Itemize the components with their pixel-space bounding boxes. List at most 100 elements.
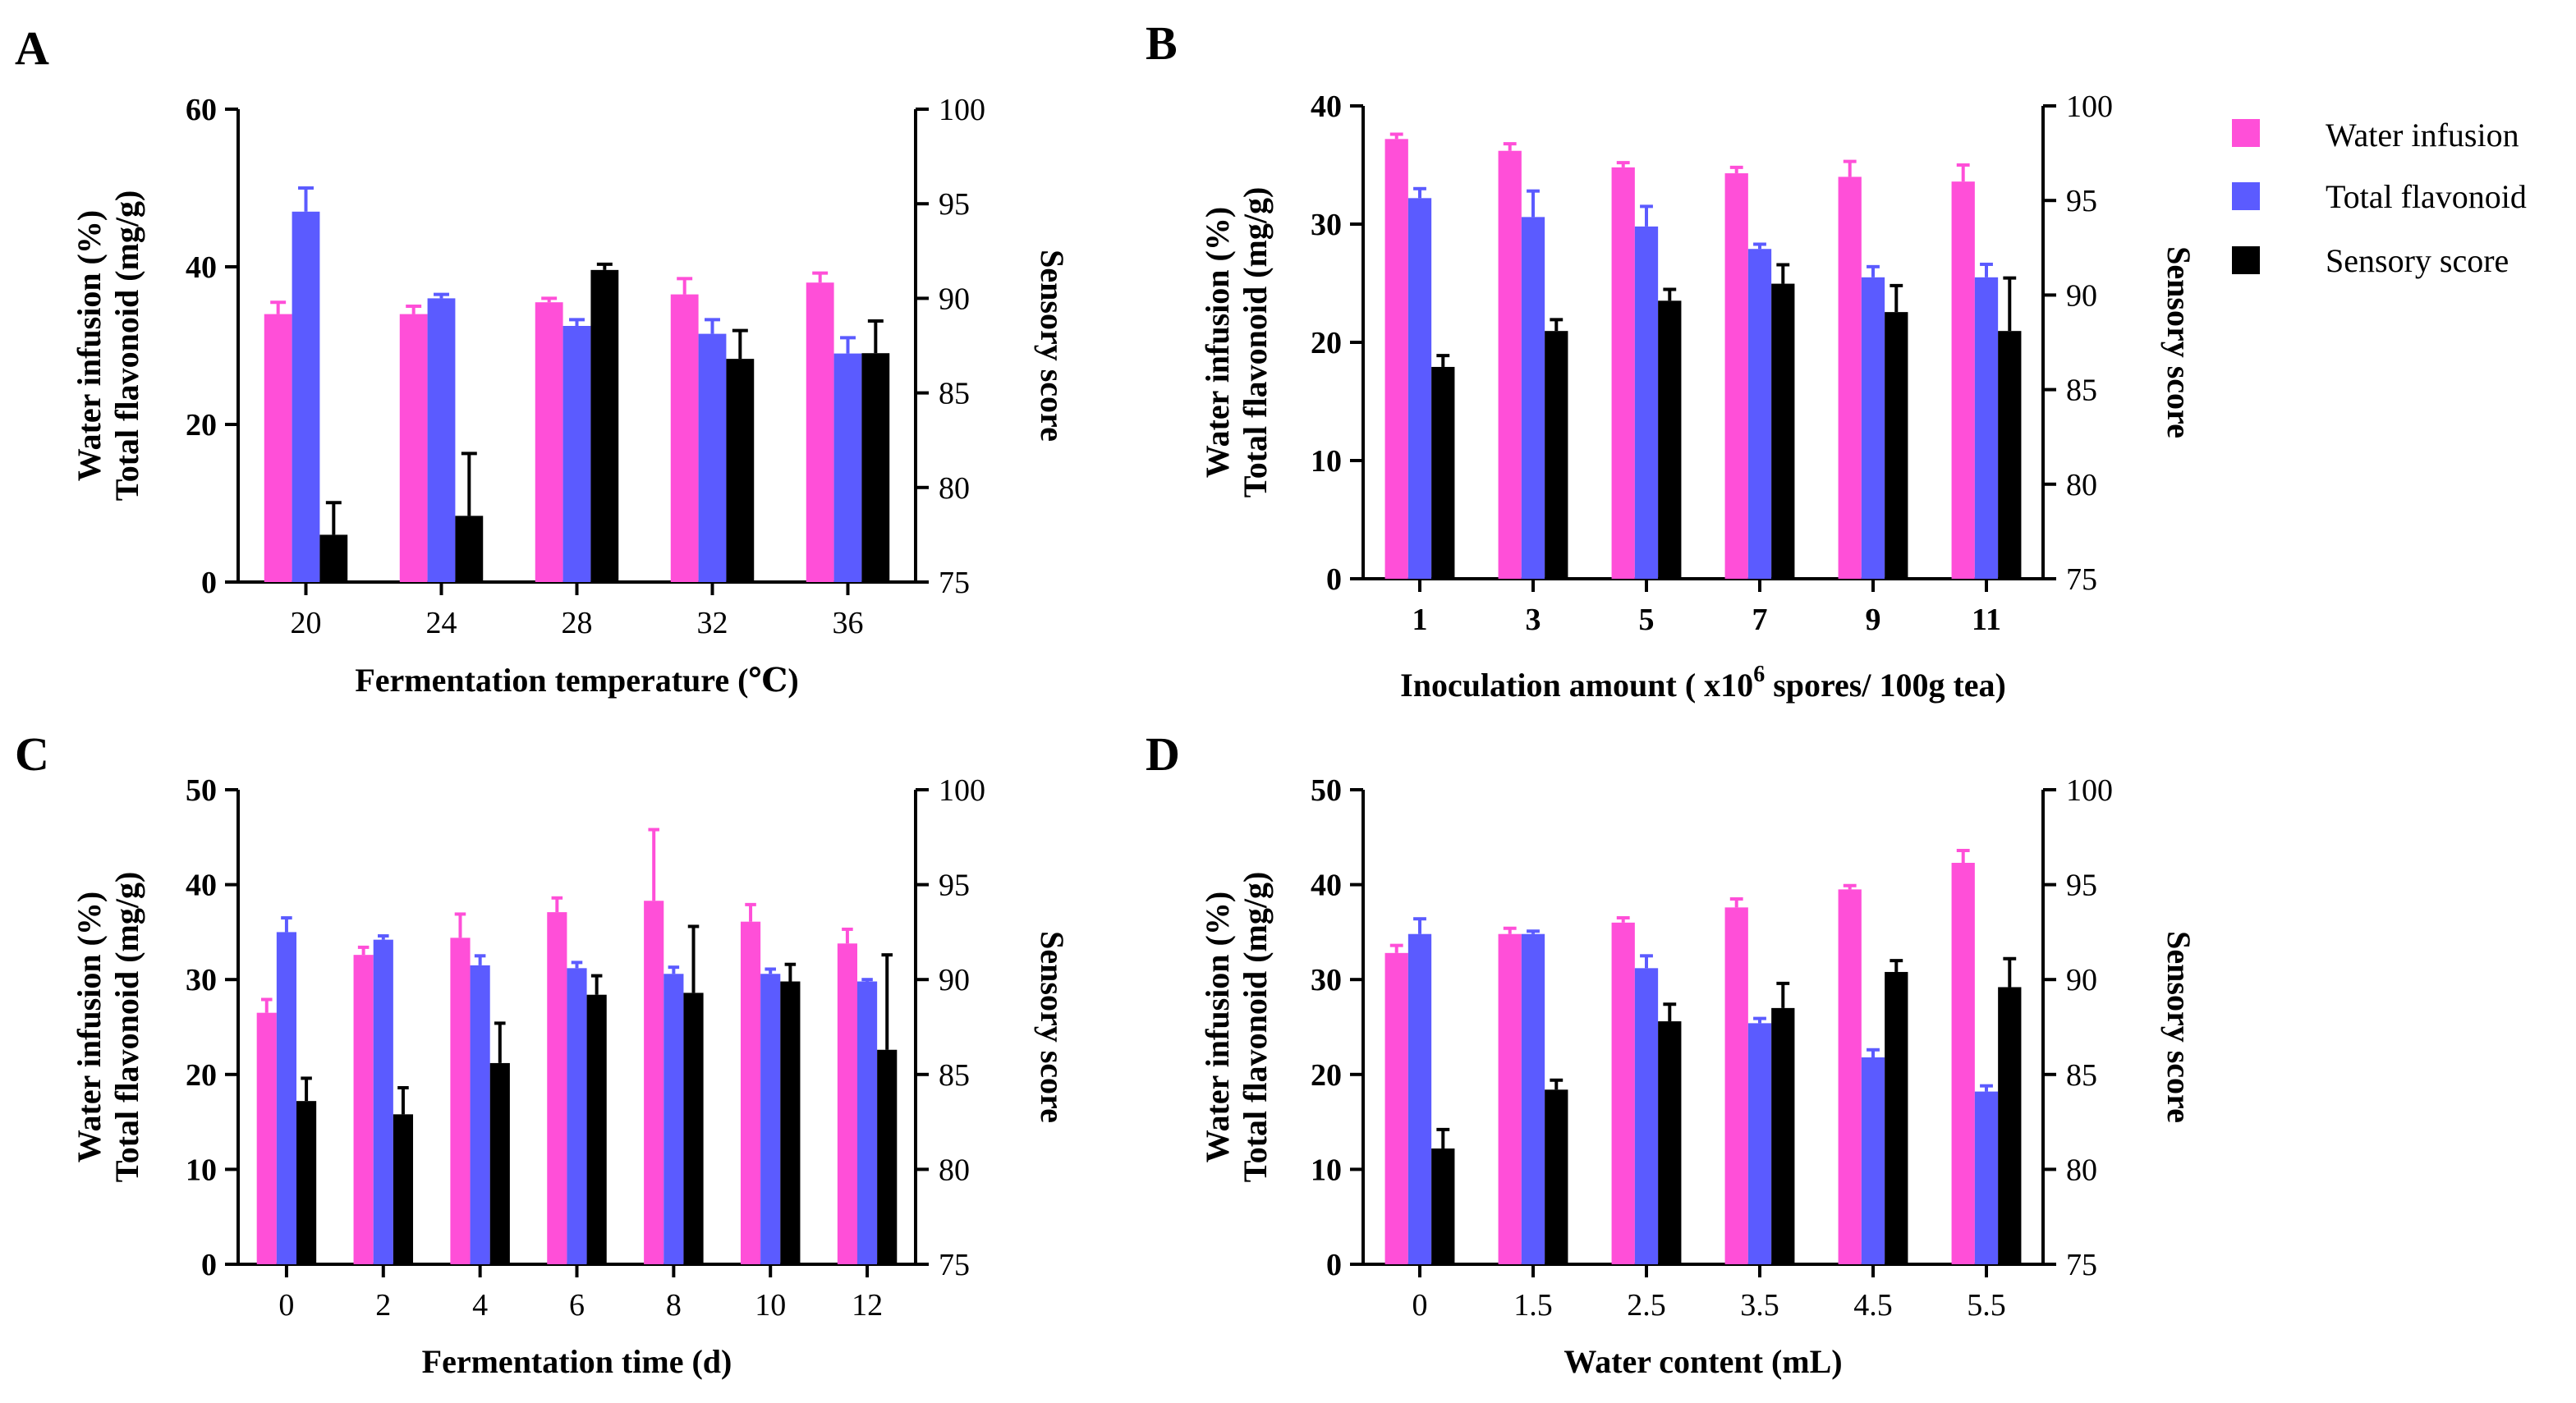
y-right-tick-label: 75 bbox=[2066, 1248, 2097, 1282]
y-left-tick-label: 20 bbox=[186, 408, 217, 442]
panel-label-C: C bbox=[15, 727, 49, 781]
bar-water-infusion bbox=[353, 955, 374, 1264]
y-right-tick-label: 85 bbox=[939, 1058, 970, 1093]
y-right-title: Sensory score bbox=[2160, 246, 2197, 438]
y-right-tick-label: 75 bbox=[939, 566, 970, 600]
y-left-tick-label: 30 bbox=[1311, 208, 1342, 242]
bar-water-infusion bbox=[1724, 907, 1748, 1264]
bar-sensory-score bbox=[586, 994, 607, 1264]
x-tick-label: 2 bbox=[375, 1288, 391, 1323]
bar-water-infusion bbox=[1384, 139, 1408, 579]
bar-total-flavonoid bbox=[1407, 933, 1432, 1264]
legend-label-sensory-score: Sensory score bbox=[2326, 242, 2509, 279]
y-right-title: Sensory score bbox=[1034, 931, 1071, 1123]
bar-sensory-score bbox=[726, 359, 755, 582]
x-tick-label: 32 bbox=[697, 606, 728, 640]
bar-sensory-score bbox=[1658, 300, 1682, 579]
y-right-tick-label: 75 bbox=[2066, 562, 2097, 597]
legend-swatch-total-flavonoid bbox=[2232, 182, 2260, 210]
y-right-tick-label: 85 bbox=[2066, 1058, 2097, 1093]
y-left-title-total-flavonoid: Total flavonoid (mg/g) bbox=[108, 872, 145, 1183]
x-tick-label: 6 bbox=[569, 1288, 585, 1323]
y-right-tick-label: 100 bbox=[939, 773, 985, 808]
bar-water-infusion bbox=[450, 938, 471, 1264]
x-tick-label: 5 bbox=[1639, 603, 1655, 637]
bar-water-infusion bbox=[644, 901, 664, 1264]
chart-panel-a: 0 20 40 60 75 80 85 90 95 100 20 24 28 32 36 Water infu… bbox=[71, 93, 1071, 699]
y-left-tick-label: 10 bbox=[1311, 444, 1342, 479]
y-right-tick-label: 100 bbox=[2066, 773, 2113, 808]
bar-sensory-score bbox=[1658, 1021, 1682, 1264]
bar-total-flavonoid bbox=[760, 974, 781, 1264]
bar-sensory-score bbox=[1771, 283, 1795, 579]
x-tick-label: 12 bbox=[852, 1288, 883, 1323]
x-tick-label: 9 bbox=[1866, 603, 1881, 637]
x-axis-title: Fermentation temperature (℃) bbox=[355, 662, 798, 699]
bar-total-flavonoid bbox=[664, 974, 684, 1264]
bar-sensory-score bbox=[590, 269, 619, 582]
y-right-tick-label: 90 bbox=[939, 282, 970, 316]
y-right-tick-label: 100 bbox=[939, 93, 985, 127]
y-left-tick-label: 40 bbox=[186, 869, 217, 903]
y-left-tick-label: 40 bbox=[186, 250, 217, 285]
x-tick-label: 2.5 bbox=[1627, 1288, 1666, 1323]
y-left-tick-label: 10 bbox=[1311, 1153, 1342, 1187]
y-left-tick-label: 60 bbox=[186, 93, 217, 127]
legend-swatch-sensory-score bbox=[2232, 246, 2260, 274]
bar-total-flavonoid bbox=[1634, 968, 1659, 1264]
x-tick-label: 1.5 bbox=[1513, 1288, 1553, 1323]
y-left-tick-label: 0 bbox=[201, 566, 217, 600]
y-right-tick-label: 100 bbox=[2066, 89, 2113, 124]
x-tick-label: 28 bbox=[562, 606, 593, 640]
y-left-tick-label: 0 bbox=[201, 1248, 217, 1282]
x-tick-label: 11 bbox=[1972, 603, 2001, 637]
bar-water-infusion bbox=[1498, 933, 1522, 1264]
chart-panel-c: 0 10 20 30 40 50 75 80 85 90 95 100 0 2 4 6 8 10 12 Water i… bbox=[71, 773, 1071, 1380]
bar-sensory-score bbox=[393, 1114, 414, 1264]
y-left-tick-label: 40 bbox=[1311, 89, 1342, 124]
x-axis-title-text-after: spores/ 100g tea) bbox=[1765, 667, 2006, 704]
bar-sensory-score bbox=[455, 516, 484, 582]
x-axis-title-text: Fermentation time (d) bbox=[422, 1343, 732, 1380]
y-left-tick-label: 20 bbox=[1311, 1058, 1342, 1093]
y-right-tick-label: 80 bbox=[2066, 468, 2097, 502]
x-axis-title: Water content (mL) bbox=[1564, 1343, 1842, 1380]
bar-water-infusion bbox=[535, 302, 563, 582]
bar-water-infusion bbox=[740, 921, 761, 1264]
bar-sensory-score bbox=[489, 1062, 510, 1264]
bar-total-flavonoid bbox=[1861, 277, 1885, 579]
y-right-tick-label: 75 bbox=[939, 1248, 970, 1282]
bar-sensory-score bbox=[1431, 366, 1455, 579]
bar-total-flavonoid bbox=[1747, 249, 1772, 579]
bar-water-infusion bbox=[1611, 167, 1635, 579]
bar-total-flavonoid bbox=[833, 353, 862, 582]
panel-label-B: B bbox=[1146, 16, 1178, 70]
legend: Water infusion Total flavonoid Sensory s… bbox=[2232, 117, 2527, 279]
x-tick-label: 8 bbox=[666, 1288, 682, 1323]
y-right-tick-label: 80 bbox=[2066, 1153, 2097, 1187]
y-left-title-total-flavonoid: Total flavonoid (mg/g) bbox=[108, 190, 145, 502]
x-axis-title-text: Inoculation amount ( x10 bbox=[1400, 667, 1753, 704]
x-axis-title-superscript: 6 bbox=[1753, 662, 1765, 687]
y-left-title-total-flavonoid: Total flavonoid (mg/g) bbox=[1237, 872, 1274, 1183]
y-left-title-total-flavonoid: Total flavonoid (mg/g) bbox=[1237, 187, 1274, 498]
y-left-tick-label: 30 bbox=[1311, 963, 1342, 997]
x-tick-label: 0 bbox=[1412, 1288, 1428, 1323]
bar-sensory-score bbox=[296, 1101, 317, 1264]
legend-swatch-water-infusion bbox=[2232, 119, 2260, 147]
bar-water-infusion bbox=[1951, 181, 1975, 579]
y-left-tick-label: 50 bbox=[1311, 773, 1342, 808]
x-tick-label: 4.5 bbox=[1853, 1288, 1893, 1323]
bar-sensory-score bbox=[780, 981, 801, 1264]
panel-label-A: A bbox=[15, 21, 49, 75]
bar-sensory-score bbox=[861, 353, 890, 582]
y-left-title-water-infusion: Water infusion (%) bbox=[71, 892, 108, 1162]
bar-water-infusion bbox=[264, 314, 292, 582]
y-left-tick-label: 0 bbox=[1326, 562, 1342, 597]
y-left-title-water-infusion: Water infusion (%) bbox=[1199, 892, 1236, 1162]
bar-water-infusion bbox=[1838, 177, 1862, 579]
y-left-tick-label: 50 bbox=[186, 773, 217, 808]
x-tick-label: 3.5 bbox=[1740, 1288, 1779, 1323]
bar-water-infusion bbox=[256, 1012, 277, 1264]
chart-panel-d: 0 10 20 30 40 50 75 80 85 90 95 100 0 1.5 2.5 3.5 4.5 5.5… bbox=[1199, 773, 2197, 1380]
